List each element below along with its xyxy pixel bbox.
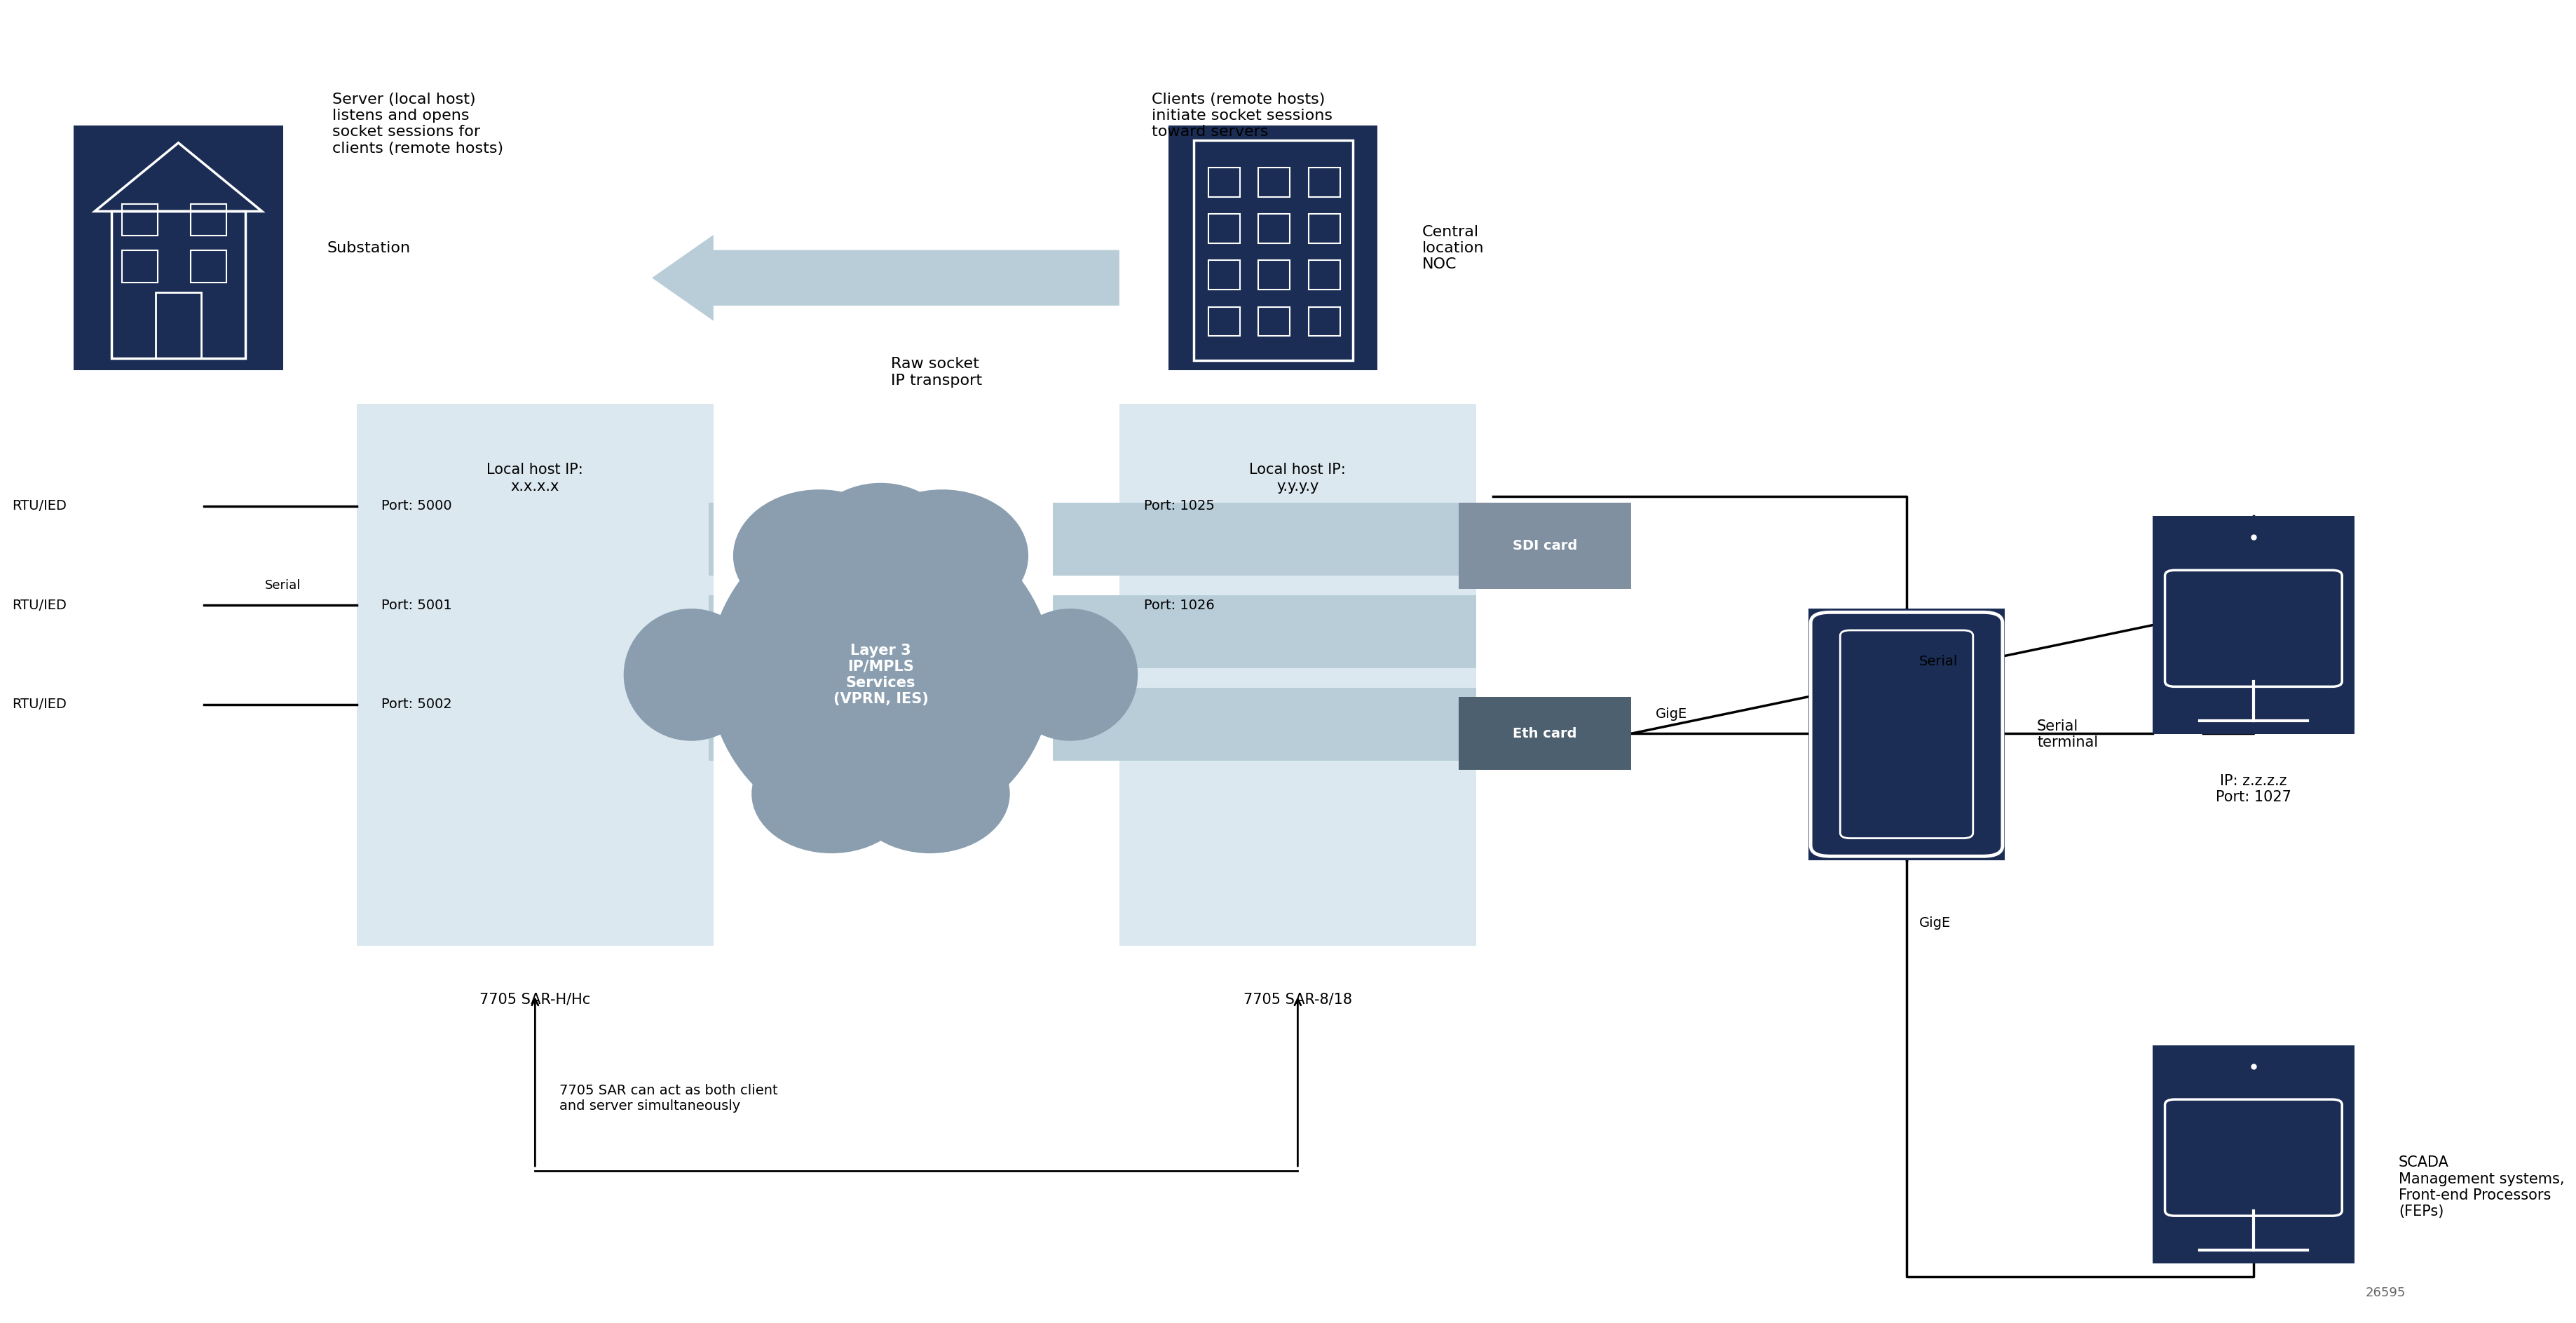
Text: RTU/IED: RTU/IED xyxy=(13,499,67,513)
Text: Local host IP:
x.x.x.x: Local host IP: x.x.x.x xyxy=(487,463,582,493)
Text: GigE: GigE xyxy=(1656,706,1687,721)
Text: 7705 SAR can act as both client
and server simultaneously: 7705 SAR can act as both client and serv… xyxy=(559,1084,778,1113)
Ellipse shape xyxy=(850,734,1010,853)
Bar xyxy=(1208,214,1239,243)
Bar xyxy=(1208,261,1239,290)
FancyBboxPatch shape xyxy=(1054,688,1476,761)
Bar xyxy=(191,250,227,282)
Text: Port: 1025: Port: 1025 xyxy=(1144,499,1216,513)
Text: Clients (remote hosts)
initiate socket sessions
toward servers: Clients (remote hosts) initiate socket s… xyxy=(1151,93,1332,139)
FancyBboxPatch shape xyxy=(1458,503,1631,589)
Bar xyxy=(1260,261,1291,290)
Text: Serial: Serial xyxy=(265,579,301,593)
FancyBboxPatch shape xyxy=(1054,503,1476,576)
Text: RTU/IED: RTU/IED xyxy=(13,598,67,613)
Text: Port: 5001: Port: 5001 xyxy=(381,598,451,613)
Text: Port: 1026: Port: 1026 xyxy=(1144,598,1213,613)
Text: Server (local host)
listens and opens
socket sessions for
clients (remote hosts): Server (local host) listens and opens so… xyxy=(332,93,502,155)
FancyBboxPatch shape xyxy=(708,503,714,576)
Text: Substation: Substation xyxy=(327,241,410,255)
FancyBboxPatch shape xyxy=(1054,595,1476,668)
FancyBboxPatch shape xyxy=(1170,126,1378,370)
Ellipse shape xyxy=(708,511,1054,839)
Text: Serial
terminal: Serial terminal xyxy=(2038,720,2097,749)
Ellipse shape xyxy=(806,483,956,602)
Bar xyxy=(1260,307,1291,336)
FancyBboxPatch shape xyxy=(2154,516,2354,734)
FancyBboxPatch shape xyxy=(355,404,714,946)
Text: IP: z.z.z.z
Port: 1027: IP: z.z.z.z Port: 1027 xyxy=(2215,774,2290,804)
Text: Port: 5002: Port: 5002 xyxy=(381,697,451,712)
Text: Central
location
NOC: Central location NOC xyxy=(1422,225,1484,271)
Bar xyxy=(121,204,157,235)
Ellipse shape xyxy=(623,609,760,741)
Ellipse shape xyxy=(734,490,904,622)
Text: Port: 5000: Port: 5000 xyxy=(381,499,451,513)
Bar xyxy=(155,292,201,359)
FancyBboxPatch shape xyxy=(1121,404,1476,946)
Bar xyxy=(1309,167,1340,197)
FancyBboxPatch shape xyxy=(708,595,714,668)
FancyBboxPatch shape xyxy=(75,126,283,370)
Text: 7705 SAR-8/18: 7705 SAR-8/18 xyxy=(1244,992,1352,1007)
Text: 7705 SAR-H/Hc: 7705 SAR-H/Hc xyxy=(479,992,590,1007)
Text: SCADA
Management systems,
Front-end Processors
(FEPs): SCADA Management systems, Front-end Proc… xyxy=(2398,1156,2563,1218)
Ellipse shape xyxy=(1002,609,1139,741)
Bar xyxy=(121,250,157,282)
FancyBboxPatch shape xyxy=(1808,609,2004,860)
Text: 26595: 26595 xyxy=(2365,1286,2406,1299)
Text: Raw socket
IP transport: Raw socket IP transport xyxy=(891,357,981,388)
FancyBboxPatch shape xyxy=(2154,1045,2354,1263)
Ellipse shape xyxy=(752,734,912,853)
Text: SDI card: SDI card xyxy=(1512,538,1577,553)
Text: Local host IP:
y.y.y.y: Local host IP: y.y.y.y xyxy=(1249,463,1347,493)
FancyArrow shape xyxy=(652,234,1121,320)
Text: RTU/IED: RTU/IED xyxy=(13,697,67,712)
Bar xyxy=(1193,140,1352,361)
Bar xyxy=(1260,214,1291,243)
Text: Layer 3
IP/MPLS
Services
(VPRN, IES): Layer 3 IP/MPLS Services (VPRN, IES) xyxy=(832,643,927,706)
Bar xyxy=(1260,167,1291,197)
FancyBboxPatch shape xyxy=(1458,697,1631,770)
Text: Serial: Serial xyxy=(1919,655,1958,668)
Bar xyxy=(1309,307,1340,336)
Bar xyxy=(1208,307,1239,336)
Bar xyxy=(1309,214,1340,243)
Bar xyxy=(191,204,227,235)
Bar xyxy=(111,212,245,359)
Bar xyxy=(1309,261,1340,290)
Text: Eth card: Eth card xyxy=(1512,726,1577,741)
Text: GigE: GigE xyxy=(1919,916,1950,930)
FancyBboxPatch shape xyxy=(708,688,714,761)
Bar xyxy=(1208,167,1239,197)
Ellipse shape xyxy=(855,490,1028,622)
